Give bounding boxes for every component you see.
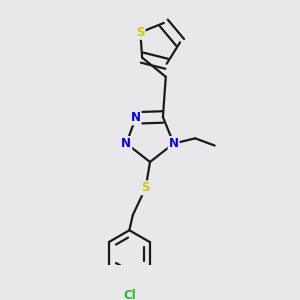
Text: N: N	[131, 111, 141, 124]
Text: N: N	[169, 137, 179, 150]
Text: S: S	[136, 26, 145, 39]
Text: S: S	[141, 181, 150, 194]
Text: Cl: Cl	[123, 290, 136, 300]
Text: N: N	[121, 137, 131, 150]
